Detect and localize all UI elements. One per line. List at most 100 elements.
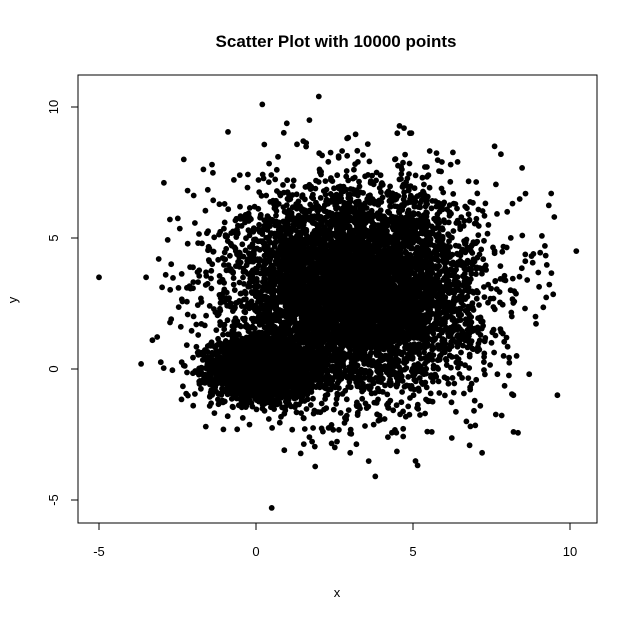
data-point	[497, 263, 504, 269]
data-point	[450, 228, 457, 234]
data-point	[167, 286, 174, 293]
data-point	[154, 334, 161, 340]
data-point	[138, 361, 145, 367]
data-point	[209, 392, 216, 398]
data-point	[208, 387, 215, 393]
data-point	[279, 373, 285, 380]
data-point	[220, 331, 226, 338]
data-point	[193, 343, 200, 350]
data-point	[177, 323, 184, 330]
data-point	[206, 361, 213, 368]
data-point	[208, 340, 215, 347]
data-point	[473, 295, 480, 302]
data-point	[293, 409, 300, 416]
data-point	[401, 189, 407, 196]
data-point	[278, 413, 284, 420]
data-point	[215, 401, 222, 408]
data-point	[183, 342, 190, 348]
data-point	[430, 345, 437, 352]
data-point	[273, 212, 279, 219]
data-point	[190, 313, 197, 320]
data-point	[211, 410, 218, 416]
data-point	[250, 392, 257, 399]
data-point	[223, 343, 230, 349]
data-point	[224, 368, 231, 375]
data-point	[221, 321, 228, 328]
data-point	[448, 435, 455, 441]
data-point	[229, 343, 235, 350]
data-point	[239, 241, 246, 248]
data-point	[423, 384, 430, 391]
data-point	[393, 402, 400, 409]
data-point	[226, 390, 233, 397]
data-point	[206, 403, 213, 409]
data-point	[188, 327, 195, 334]
data-point	[472, 422, 479, 429]
data-point	[176, 225, 183, 232]
data-point	[243, 402, 250, 409]
data-point	[283, 371, 290, 378]
data-point	[198, 364, 205, 371]
data-point	[458, 349, 464, 356]
data-point	[529, 259, 536, 266]
data-point	[216, 360, 222, 367]
data-point	[236, 279, 243, 286]
data-point	[473, 215, 480, 222]
data-point	[203, 312, 210, 319]
data-point	[251, 381, 258, 388]
data-point	[230, 375, 237, 382]
data-point	[414, 462, 421, 469]
data-point	[181, 363, 188, 369]
data-point	[481, 237, 487, 244]
data-point	[198, 385, 204, 392]
data-point	[219, 355, 226, 362]
data-point	[210, 357, 217, 364]
data-point	[224, 317, 231, 324]
data-point	[238, 404, 245, 411]
data-point	[221, 398, 228, 405]
data-point	[343, 168, 350, 174]
data-point	[216, 390, 222, 397]
data-point	[484, 230, 491, 237]
data-point	[379, 389, 386, 395]
data-point	[480, 256, 487, 263]
data-point	[430, 378, 436, 385]
chart-title: Scatter Plot with 10000 points	[216, 32, 457, 51]
data-point	[208, 380, 214, 387]
data-point	[245, 171, 251, 178]
data-point	[220, 426, 227, 433]
data-point	[365, 458, 372, 464]
data-point	[236, 373, 243, 380]
data-point	[509, 275, 516, 282]
data-point	[178, 396, 185, 403]
data-point	[504, 343, 511, 350]
data-point	[216, 369, 223, 376]
data-point	[396, 123, 403, 129]
data-point	[270, 397, 276, 404]
data-point	[301, 426, 308, 432]
data-point	[249, 403, 256, 410]
data-point	[161, 179, 167, 186]
data-point	[244, 184, 251, 191]
data-point	[465, 375, 472, 381]
data-point	[492, 411, 499, 418]
data-point	[276, 419, 283, 426]
data-point	[319, 152, 325, 159]
data-point	[506, 354, 512, 361]
data-point	[255, 390, 261, 397]
data-point	[183, 390, 190, 397]
data-point	[253, 406, 260, 413]
data-point	[195, 349, 202, 355]
data-point	[466, 365, 473, 371]
data-point	[548, 270, 555, 276]
data-point	[265, 330, 271, 337]
data-point	[195, 279, 202, 285]
data-point	[454, 205, 460, 212]
data-point	[475, 206, 482, 213]
data-point	[433, 150, 440, 157]
data-point	[170, 275, 176, 281]
data-point	[467, 423, 474, 430]
data-point	[406, 160, 413, 167]
data-point	[303, 406, 310, 412]
data-point	[246, 421, 253, 428]
